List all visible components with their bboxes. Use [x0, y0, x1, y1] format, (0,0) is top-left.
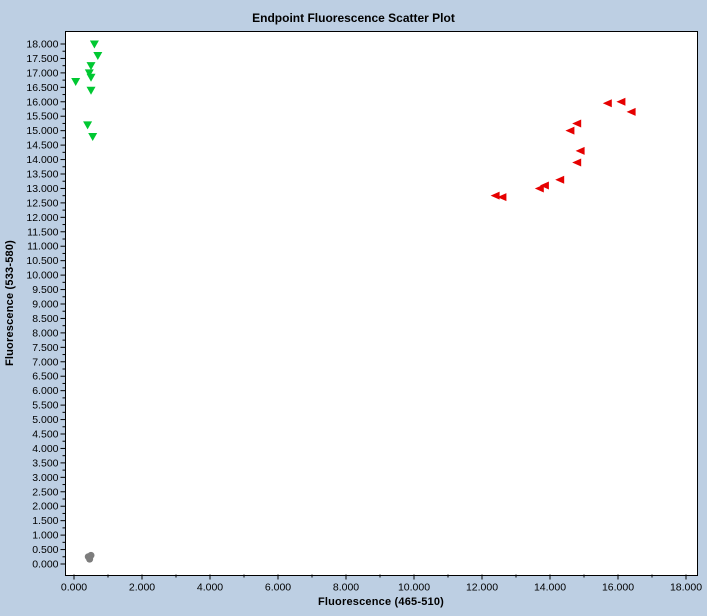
y-tick-label: 1.500: [32, 515, 58, 527]
data-point-green-triangles: [88, 132, 98, 141]
x-tick-label: 6.000: [265, 582, 291, 594]
x-tick-label: 4.000: [197, 582, 223, 594]
y-tick-label: 13.000: [26, 183, 58, 195]
data-point-green-triangles: [84, 69, 94, 78]
x-axis-title: Fluorescence (465-510): [317, 596, 445, 608]
y-axis-title: Fluorescence (533-580): [4, 239, 16, 367]
data-point-red-triangles: [565, 126, 575, 135]
y-tick-label: 5.000: [32, 414, 58, 426]
y-tick-label: 4.500: [32, 428, 58, 440]
x-tick-label: 12.000: [466, 582, 498, 594]
data-point-red-triangles: [490, 191, 500, 200]
y-tick-label: 2.500: [32, 486, 58, 498]
y-tick-label: 16.000: [26, 96, 58, 108]
y-tick-label: 16.500: [26, 82, 58, 94]
data-point-green-triangles: [89, 40, 99, 49]
y-tick-label: 3.000: [32, 472, 58, 484]
data-point-red-triangles: [626, 107, 636, 116]
data-point-red-triangles: [497, 193, 507, 202]
plot-area: [65, 31, 698, 576]
y-tick-label: 3.500: [32, 457, 58, 469]
y-tick-label: 8.500: [32, 313, 58, 325]
x-tick-label: 18.000: [670, 582, 702, 594]
data-point-red-triangles: [555, 175, 565, 184]
y-tick-label: 15.500: [26, 111, 58, 123]
y-tick-label: 14.500: [26, 140, 58, 152]
y-tick-label: 6.500: [32, 371, 58, 383]
x-tick-label: 16.000: [602, 582, 634, 594]
x-tick-label: 0.000: [61, 582, 87, 594]
x-tick-label: 14.000: [534, 582, 566, 594]
x-tick-label: 8.000: [333, 582, 359, 594]
data-point-green-triangles: [86, 62, 96, 71]
y-tick-label: 18.000: [26, 38, 58, 50]
data-point-green-triangles: [86, 86, 96, 95]
data-point-red-triangles: [616, 97, 626, 106]
y-tick-label: 9.500: [32, 284, 58, 296]
data-point-red-triangles: [534, 184, 544, 193]
y-tick-label: 10.000: [26, 270, 58, 282]
data-point-red-triangles: [572, 158, 582, 167]
y-tick-label: 13.500: [26, 168, 58, 180]
data-point-green-triangles: [71, 78, 81, 87]
y-tick-label: 17.500: [26, 53, 58, 65]
data-point-green-triangles: [83, 121, 93, 130]
y-tick-label: 7.500: [32, 342, 58, 354]
data-point-red-triangles: [572, 119, 582, 128]
y-tick-label: 11.000: [27, 241, 58, 253]
y-tick-label: 11.500: [27, 226, 58, 238]
data-point-green-triangles: [86, 73, 96, 82]
y-tick-label: 8.000: [32, 327, 58, 339]
y-tick-label: 6.000: [32, 385, 58, 397]
y-tick-label: 9.000: [32, 298, 58, 310]
y-tick-label: 0.500: [32, 544, 58, 556]
y-tick-label: 2.000: [32, 501, 58, 513]
y-tick-label: 4.000: [32, 443, 58, 455]
y-tick-label: 12.000: [26, 212, 58, 224]
x-tick-label: 2.000: [129, 582, 155, 594]
data-point-gray-dots: [86, 555, 94, 563]
y-tick-label: 14.000: [26, 154, 58, 166]
y-tick-label: 7.000: [32, 356, 58, 368]
data-point-red-triangles: [539, 181, 549, 190]
y-tick-label: 17.000: [26, 67, 58, 79]
y-tick-label: 5.500: [32, 400, 58, 412]
x-tick-label: 10.000: [398, 582, 430, 594]
data-point-green-triangles: [93, 52, 103, 61]
y-tick-label: 10.500: [26, 255, 58, 267]
y-tick-label: 0.000: [32, 559, 58, 571]
y-tick-label: 15.000: [26, 125, 58, 137]
y-tick-label: 1.000: [32, 530, 58, 542]
chart-title: Endpoint Fluorescence Scatter Plot: [252, 11, 455, 25]
y-tick-label: 12.500: [26, 197, 58, 209]
data-point-red-triangles: [575, 146, 585, 155]
data-point-red-triangles: [602, 99, 612, 108]
